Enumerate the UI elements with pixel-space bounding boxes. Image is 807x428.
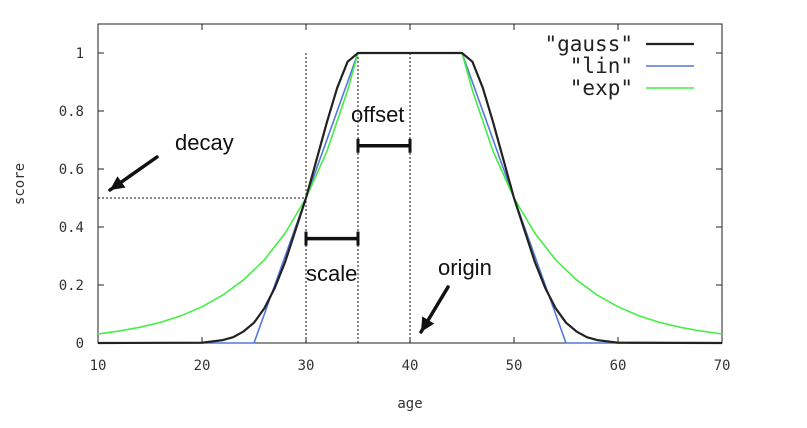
x-tick-label: 10 [90, 358, 107, 374]
legend-label: "gauss" [544, 32, 633, 56]
legend-label: "lin" [570, 54, 633, 78]
y-tick-label: 1 [76, 46, 84, 62]
series-lines [97, 51, 723, 345]
y-tick-label: 0.8 [59, 104, 84, 120]
y-tick-label: 0 [76, 336, 84, 352]
y-tick-label: 0.4 [59, 220, 84, 236]
guide-lines [98, 53, 411, 343]
annotations: decay offset scale origin [108, 102, 492, 334]
x-axis-label: age [397, 396, 422, 412]
x-tick-label: 70 [714, 358, 731, 374]
x-tick-label: 50 [506, 358, 523, 374]
x-tick-label: 30 [298, 358, 315, 374]
legend-label: "exp" [570, 76, 633, 100]
series-line-0 [97, 51, 723, 345]
y-tick-label: 0.2 [59, 278, 84, 294]
x-tick-label: 20 [194, 358, 211, 374]
scale-annotation: scale [306, 261, 357, 286]
origin-arrow-head [421, 316, 435, 332]
origin-annotation: origin [438, 255, 492, 280]
x-tick-label: 40 [402, 358, 419, 374]
x-tick-label: 60 [610, 358, 627, 374]
legend: "gauss""lin""exp" [544, 32, 694, 100]
decay-arrow-head [110, 176, 126, 190]
offset-annotation: offset [351, 102, 404, 127]
decay-annotation: decay [175, 130, 234, 155]
y-axis-label: score [12, 163, 28, 205]
y-tick-label: 0.6 [59, 162, 84, 178]
